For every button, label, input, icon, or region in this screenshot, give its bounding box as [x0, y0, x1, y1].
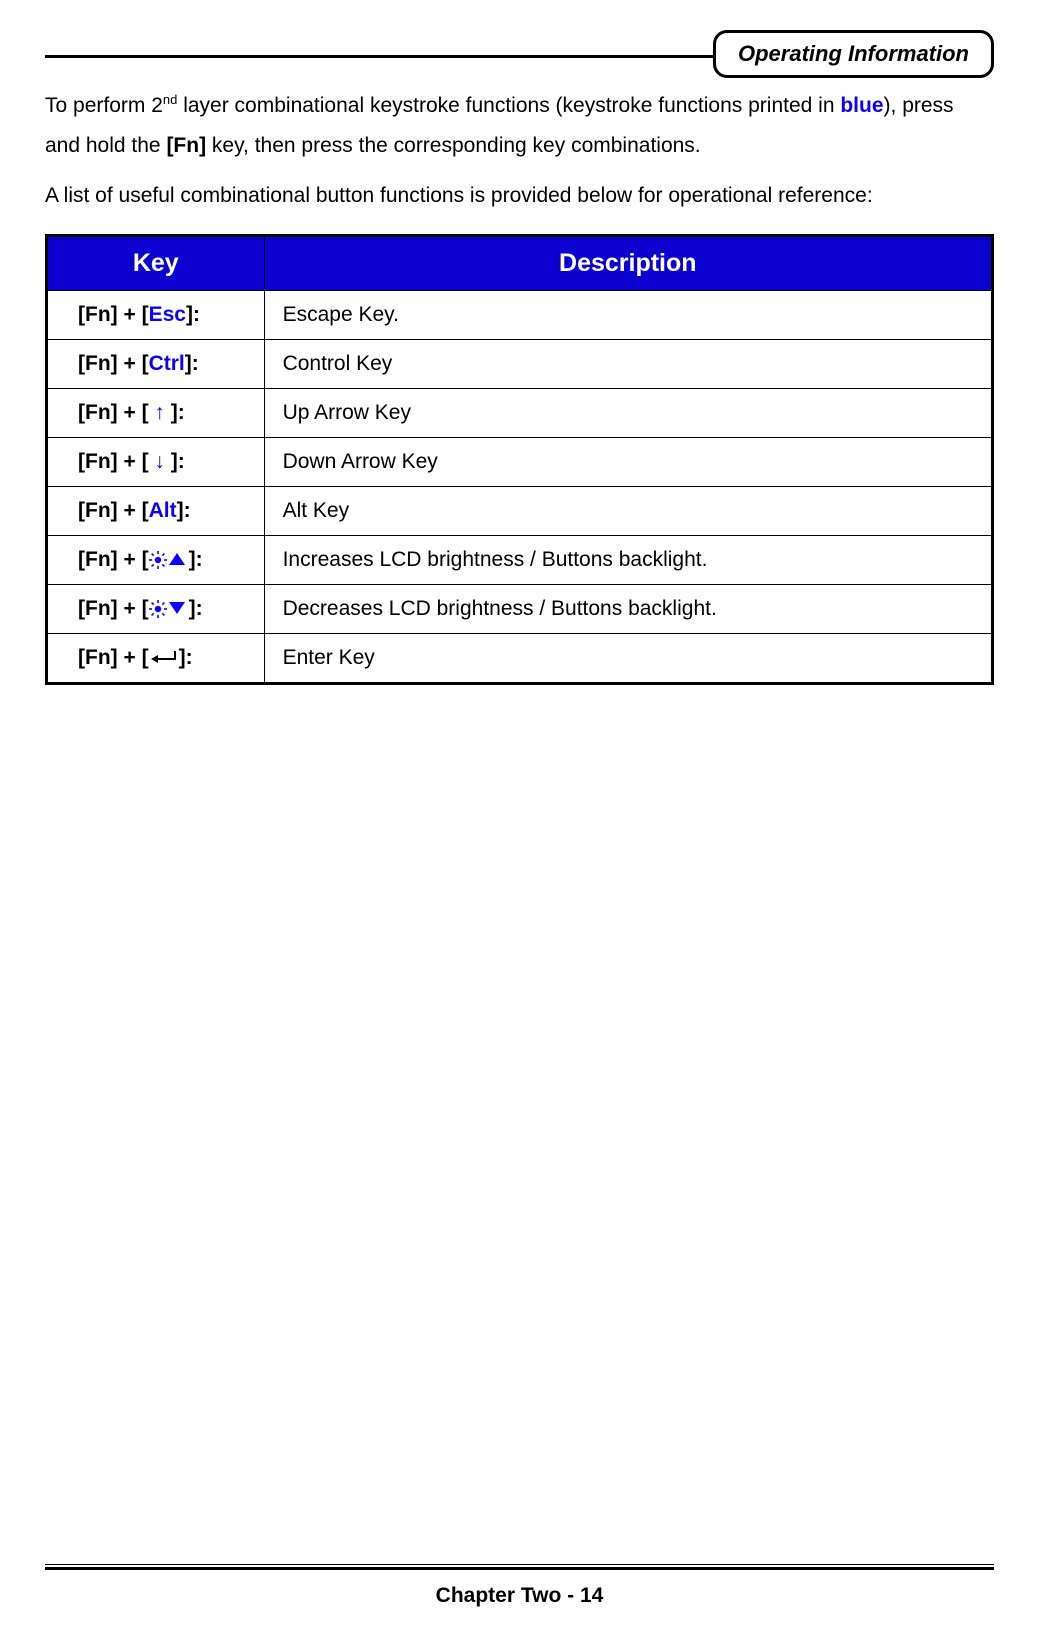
key-text: ]:	[177, 499, 191, 522]
table-row: [Fn] + []:Decreases LCD brightness / But…	[47, 584, 993, 633]
desc-cell: Control Key	[264, 339, 992, 388]
col-key-header: Key	[47, 235, 265, 290]
key-cell: [Fn] + []:	[47, 633, 265, 683]
table-row: [Fn] + [ ↑ ]:Up Arrow Key	[47, 388, 993, 437]
enter-icon	[149, 650, 179, 666]
key-text: ]:	[179, 646, 193, 669]
footer-rule-top	[45, 1564, 994, 1565]
key-cell: [Fn] + [Ctrl]:	[47, 339, 265, 388]
desc-cell: Increases LCD brightness / Buttons backl…	[264, 535, 992, 584]
intro-1-sup: nd	[163, 92, 177, 107]
key-blue-text: Esc	[149, 303, 186, 326]
desc-cell: Up Arrow Key	[264, 388, 992, 437]
table-row: [Fn] + [ ↓ ]:Down Arrow Key	[47, 437, 993, 486]
key-blue-text: Alt	[149, 499, 177, 522]
intro-line-1: To perform 2nd layer combinational keyst…	[45, 86, 994, 166]
col-desc-header: Description	[264, 235, 992, 290]
key-cell: [Fn] + []:	[47, 584, 265, 633]
footer-text: Chapter Two - 14	[45, 1584, 994, 1608]
intro-1-blue: blue	[840, 94, 883, 117]
table-row: [Fn] + []:Enter Key	[47, 633, 993, 683]
footer-rule-bot	[45, 1567, 994, 1570]
brightness-up-icon	[149, 551, 189, 569]
footer: Chapter Two - 14	[45, 1564, 994, 1608]
key-text: ]:	[189, 548, 203, 571]
intro-2-fn: [Fn]	[166, 134, 206, 157]
key-text: [Fn] + [	[78, 597, 149, 620]
key-text: [Fn] + [	[78, 303, 149, 326]
key-text: [Fn] + [	[78, 646, 149, 669]
brightness-down-icon	[149, 600, 189, 618]
table-row: [Fn] + [Ctrl]:Control Key	[47, 339, 993, 388]
key-cell: [Fn] + [ ↓ ]:	[47, 437, 265, 486]
key-cell: [Fn] + [ ↑ ]:	[47, 388, 265, 437]
key-text: ]:	[189, 597, 203, 620]
table-body: [Fn] + [Esc]:Escape Key.[Fn] + [Ctrl]:Co…	[47, 290, 993, 683]
header-area: Operating Information	[45, 30, 994, 78]
key-text: ]:	[165, 450, 185, 473]
intro-1-mid: layer combinational keystroke functions …	[177, 94, 840, 117]
key-text: ]:	[185, 352, 199, 375]
desc-cell: Enter Key	[264, 633, 992, 683]
key-cell: [Fn] + []:	[47, 535, 265, 584]
intro-2-b: key, then press the corresponding key co…	[206, 134, 701, 157]
table-row: [Fn] + []:Increases LCD brightness / But…	[47, 535, 993, 584]
table-header-row: Key Description	[47, 235, 993, 290]
key-cell: [Fn] + [Esc]:	[47, 290, 265, 339]
arrow-icon: ↓	[154, 450, 165, 473]
key-text: [Fn] + [	[78, 352, 149, 375]
key-text: ]:	[165, 401, 185, 424]
desc-cell: Decreases LCD brightness / Buttons backl…	[264, 584, 992, 633]
key-text: [Fn] + [	[78, 548, 149, 571]
desc-cell: Down Arrow Key	[264, 437, 992, 486]
key-text: [Fn] + [	[78, 499, 149, 522]
table-row: [Fn] + [Alt]:Alt Key	[47, 486, 993, 535]
intro-line-3: A list of useful combinational button fu…	[45, 176, 994, 216]
desc-cell: Alt Key	[264, 486, 992, 535]
key-table: Key Description [Fn] + [Esc]:Escape Key.…	[45, 234, 994, 685]
intro-1-prefix: To perform 2	[45, 94, 163, 117]
key-text: [Fn] + [	[78, 450, 154, 473]
header-badge: Operating Information	[713, 30, 994, 78]
key-cell: [Fn] + [Alt]:	[47, 486, 265, 535]
key-text: ]:	[186, 303, 200, 326]
arrow-icon: ↑	[154, 401, 165, 424]
intro-1-end: ),	[884, 94, 897, 117]
table-row: [Fn] + [Esc]:Escape Key.	[47, 290, 993, 339]
key-blue-text: Ctrl	[149, 352, 185, 375]
page: Operating Information To perform 2nd lay…	[0, 0, 1039, 1648]
desc-cell: Escape Key.	[264, 290, 992, 339]
key-text: [Fn] + [	[78, 401, 154, 424]
